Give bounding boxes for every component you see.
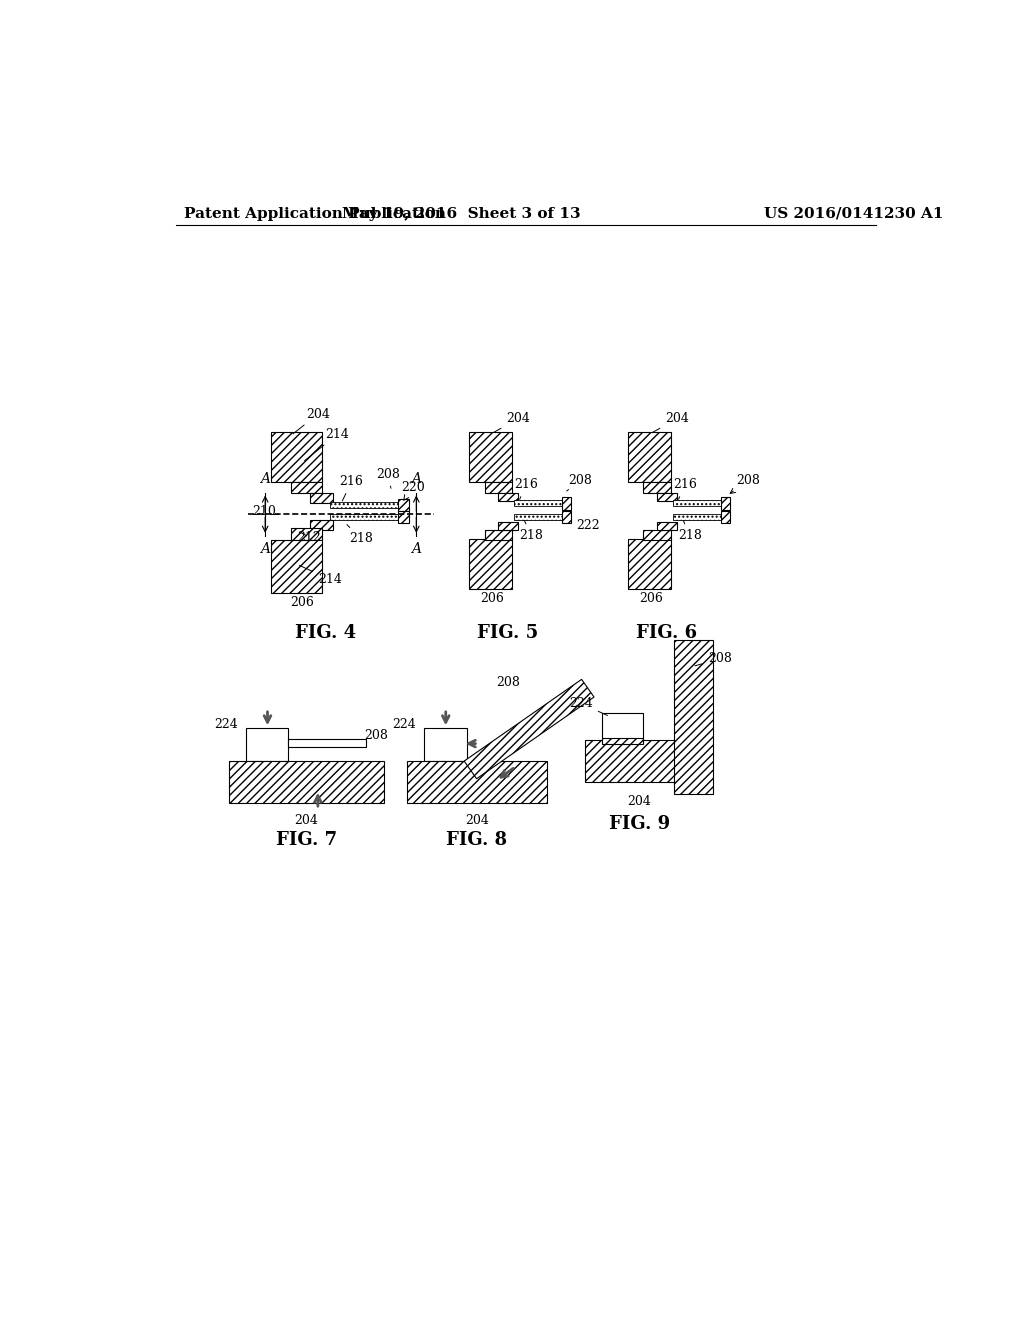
Bar	[246, 729, 289, 760]
Text: 204: 204	[494, 412, 530, 433]
Text: FIG. 7: FIG. 7	[275, 830, 337, 849]
Text: A: A	[412, 473, 421, 487]
Bar	[499, 492, 518, 502]
Bar	[675, 640, 713, 793]
Text: 204: 204	[294, 814, 318, 828]
Bar	[657, 521, 677, 531]
Bar	[407, 760, 547, 803]
Text: 224: 224	[214, 718, 238, 731]
Text: A: A	[260, 541, 270, 556]
Text: 208: 208	[496, 676, 520, 689]
Text: 208: 208	[376, 467, 400, 488]
Text: 204: 204	[652, 412, 689, 433]
Bar	[289, 739, 366, 747]
Bar	[586, 739, 706, 781]
Bar	[673, 500, 723, 507]
Bar	[291, 482, 322, 494]
Bar	[628, 539, 671, 589]
Text: 216: 216	[514, 478, 538, 499]
Text: 220: 220	[400, 482, 425, 500]
Text: 214: 214	[304, 428, 349, 461]
Text: 208: 208	[695, 652, 731, 665]
Bar	[628, 432, 671, 482]
Text: 204: 204	[465, 814, 488, 828]
Text: 214: 214	[299, 565, 342, 586]
Text: 212: 212	[297, 531, 321, 544]
Text: 224: 224	[569, 697, 607, 715]
Text: 204: 204	[628, 795, 651, 808]
Text: 208: 208	[365, 730, 388, 742]
Text: 206: 206	[291, 597, 314, 610]
Bar	[484, 482, 512, 492]
Bar	[397, 511, 409, 524]
Text: 206: 206	[639, 593, 664, 606]
Bar	[514, 515, 564, 520]
Text: 216: 216	[340, 475, 364, 500]
Text: A: A	[412, 541, 421, 556]
Bar	[673, 515, 723, 520]
Text: 216: 216	[673, 478, 696, 499]
Bar	[291, 528, 322, 540]
Bar	[721, 511, 730, 524]
Text: FIG. 9: FIG. 9	[609, 816, 670, 833]
Text: May 19, 2016  Sheet 3 of 13: May 19, 2016 Sheet 3 of 13	[342, 207, 581, 220]
Text: A: A	[260, 473, 270, 487]
Bar	[271, 540, 322, 594]
Bar	[643, 529, 671, 540]
Bar	[602, 738, 643, 744]
Text: US 2016/0141230 A1: US 2016/0141230 A1	[764, 207, 943, 220]
Bar	[330, 502, 399, 508]
Text: FIG. 5: FIG. 5	[477, 624, 539, 643]
Text: 204: 204	[293, 408, 330, 434]
Bar	[464, 680, 594, 779]
Text: 224: 224	[392, 718, 417, 731]
Text: FIG. 4: FIG. 4	[295, 624, 356, 643]
Bar	[310, 494, 334, 503]
Bar	[310, 520, 334, 529]
Text: 218: 218	[519, 520, 544, 543]
Bar	[424, 729, 467, 760]
Text: 210: 210	[252, 506, 275, 519]
Bar	[397, 499, 409, 511]
Bar	[602, 713, 643, 742]
Text: 218: 218	[678, 520, 702, 543]
Bar	[657, 492, 677, 502]
Text: 218: 218	[347, 524, 373, 545]
Bar	[562, 511, 571, 524]
Text: 208: 208	[566, 474, 592, 491]
Bar	[228, 760, 384, 803]
Bar	[330, 515, 399, 520]
Bar	[643, 482, 671, 492]
Bar	[469, 539, 512, 589]
Text: 206: 206	[480, 593, 504, 606]
Bar	[484, 529, 512, 540]
Text: 208: 208	[730, 474, 760, 494]
Bar	[562, 498, 571, 510]
Text: 222: 222	[575, 519, 600, 532]
Text: FIG. 6: FIG. 6	[636, 624, 697, 643]
Bar	[271, 432, 322, 482]
Text: Patent Application Publication: Patent Application Publication	[183, 207, 445, 220]
Bar	[514, 500, 564, 507]
Text: FIG. 8: FIG. 8	[446, 830, 507, 849]
Bar	[721, 498, 730, 510]
Bar	[469, 432, 512, 482]
Bar	[499, 521, 518, 531]
